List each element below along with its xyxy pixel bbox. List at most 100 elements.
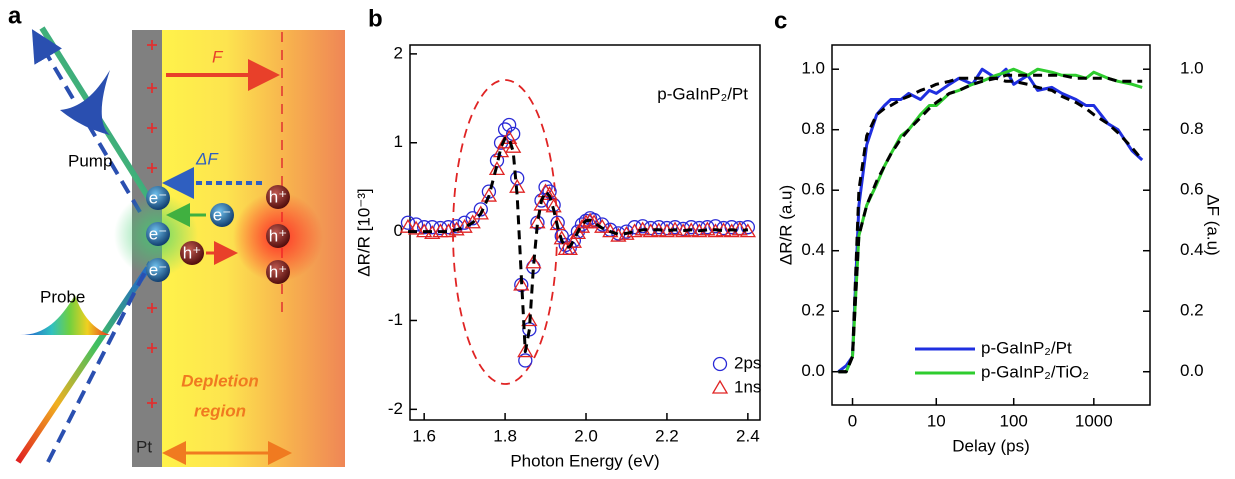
electron	[146, 258, 170, 282]
data-point	[627, 220, 642, 235]
data-point	[496, 134, 514, 149]
plot-frame	[831, 44, 1151, 406]
field-label: F	[212, 47, 224, 66]
data-point	[659, 220, 675, 236]
data-point	[480, 187, 498, 202]
data-point	[417, 220, 432, 235]
electron-label: e⁻	[149, 260, 167, 279]
data-point	[489, 153, 505, 168]
data-point	[692, 220, 707, 236]
delta-field-label: ΔF	[195, 149, 219, 168]
pump-pulse	[60, 70, 110, 135]
depletion-label: Depletion	[181, 371, 258, 390]
annotation: p-GaInP₂/Pt	[657, 84, 748, 103]
data-point	[602, 223, 619, 238]
data-point	[537, 183, 554, 198]
legend-label: p-GaInP₂/Pt	[981, 338, 1072, 357]
y2-tick-label: 1.0	[1180, 59, 1204, 78]
y2-tick-label: 0.8	[1180, 119, 1204, 138]
data-point	[407, 220, 425, 235]
legend-label: 2ps	[734, 353, 761, 372]
data-point	[510, 171, 525, 186]
probe-spectrum	[20, 295, 110, 335]
legend-label: 1ns	[734, 377, 761, 396]
y-tick-label: 0.8	[801, 119, 825, 138]
y-axis-label: ΔR/R [10⁻³]	[354, 188, 373, 276]
data-point	[472, 205, 489, 220]
data-line	[837, 67, 1144, 373]
data-point	[533, 196, 550, 211]
data-point	[513, 276, 530, 291]
data-point	[464, 214, 481, 229]
data-point	[488, 161, 506, 176]
hole	[266, 185, 290, 209]
depletion-label: region	[194, 401, 246, 420]
y-tick-label: 2	[394, 43, 403, 62]
data-point	[518, 353, 533, 368]
x-tick-label: 100	[1000, 411, 1028, 430]
data-point	[525, 254, 542, 269]
diagram: F ΔF Pump Probe e⁻ e⁻ e⁻ e⁻ h⁺ h⁺	[15, 26, 345, 467]
data-line	[838, 67, 1143, 374]
hole-label: h⁺	[269, 262, 287, 281]
metal-label: Pt	[136, 437, 152, 456]
x-axis-label: Photon Energy (eV)	[510, 451, 659, 470]
electron	[146, 222, 170, 246]
y-tick-label: 0.2	[801, 301, 825, 320]
electron-label: e⁻	[149, 224, 167, 243]
x-tick-label: 2.4	[736, 426, 760, 445]
hole	[180, 241, 204, 265]
data-point	[505, 138, 522, 153]
y2-axis-label: ΔF (a.u)	[1204, 194, 1223, 255]
probe-dashed	[46, 261, 152, 463]
x-tick-label: 2.2	[655, 426, 679, 445]
data-point	[517, 343, 534, 358]
y-tick-label: 0.6	[801, 180, 825, 199]
fit-line	[838, 73, 1143, 374]
hole-label: h⁺	[269, 226, 287, 245]
legend-label: p-GaInP₂/TiO₂	[981, 362, 1089, 381]
hole-label: h⁺	[183, 243, 201, 262]
x-tick-label: 0	[848, 411, 857, 430]
y2-tick-label: 0.4	[1180, 240, 1204, 259]
y-axis-label: ΔR/R (a.u)	[776, 185, 795, 265]
y-tick-label: -2	[388, 399, 403, 418]
data-point	[740, 220, 756, 235]
panel-label: c	[774, 7, 787, 34]
y2-tick-label: 0.2	[1180, 301, 1204, 320]
y-tick-label: 0.0	[801, 361, 825, 380]
x-tick-label: 2.0	[574, 426, 598, 445]
x-tick-label: 10	[927, 411, 946, 430]
data-point	[585, 214, 603, 229]
data-point	[521, 312, 538, 327]
data-point	[553, 230, 570, 245]
data-point	[643, 220, 658, 236]
hole	[266, 260, 290, 284]
data-point	[534, 193, 549, 208]
electron	[146, 186, 170, 210]
legend-marker	[711, 379, 729, 394]
electron-label: e⁻	[149, 188, 167, 207]
y-tick-label: 0.4	[801, 240, 825, 259]
y-tick-label: 1	[394, 132, 403, 151]
y-tick-label: 0	[394, 221, 403, 240]
probe-label: Probe	[40, 287, 85, 306]
probe-reflection	[31, 29, 142, 214]
hole-label: h⁺	[269, 187, 287, 206]
data-point	[565, 233, 583, 248]
y2-tick-label: 0.0	[1180, 361, 1204, 380]
x-axis-label: Delay (ps)	[952, 436, 1029, 455]
hole	[266, 224, 290, 248]
panel-label: a	[8, 2, 22, 29]
y-tick-label: -1	[388, 310, 403, 329]
data-point	[400, 215, 416, 230]
x-tick-label: 1.8	[493, 426, 517, 445]
y-tick-label: 1.0	[801, 59, 825, 78]
y2-tick-label: 0.6	[1180, 180, 1204, 199]
data-point	[561, 241, 578, 256]
surface-charges	[147, 40, 157, 408]
fit-line	[838, 76, 1144, 374]
fit-line	[408, 136, 749, 354]
panel-label: b	[368, 5, 383, 32]
